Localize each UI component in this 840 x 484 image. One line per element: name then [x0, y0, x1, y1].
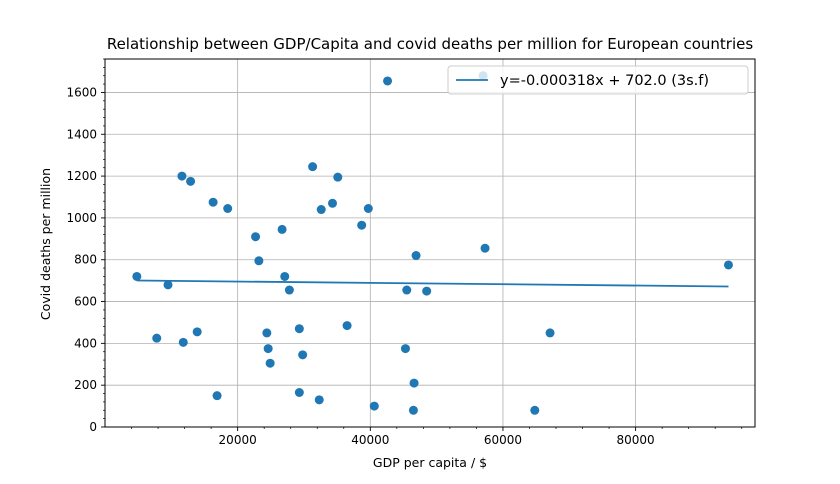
data-point	[254, 256, 264, 266]
chart-title: Relationship between GDP/Capita and covi…	[107, 35, 754, 53]
axes: 20000 40000 60000 80000 0 200 400 600 800 1000 120…	[66, 58, 756, 447]
y-tick-label: 1200	[66, 169, 97, 183]
data-point	[192, 327, 202, 337]
data-point	[411, 251, 421, 261]
data-point	[251, 232, 261, 242]
data-point	[357, 220, 367, 230]
data-point	[163, 280, 173, 290]
data-point	[284, 285, 294, 295]
y-tick-label: 200	[74, 378, 97, 392]
data-point	[314, 395, 324, 405]
data-point	[308, 162, 318, 172]
data-point	[316, 205, 326, 215]
data-point	[152, 333, 162, 343]
data-point	[294, 388, 304, 397]
y-tick-label: 400	[74, 336, 97, 350]
x-tick-label: 20000	[219, 433, 257, 447]
data-point	[422, 286, 432, 296]
y-tick-label: 600	[74, 295, 97, 309]
data-point	[402, 285, 412, 295]
data-point	[480, 243, 490, 253]
y-tick-label: 1000	[66, 211, 97, 225]
data-point	[409, 378, 419, 388]
x-tick-label: 60000	[484, 433, 522, 447]
data-point	[208, 197, 218, 207]
data-point	[265, 358, 275, 368]
x-axis-label: GDP per capita / $	[373, 455, 487, 470]
data-point	[280, 271, 290, 281]
legend-box	[447, 65, 749, 95]
legend-label: y=-0.000318x + 702.0 (3s.f)	[500, 73, 709, 89]
grid	[105, 59, 755, 428]
x-tick-label: 80000	[617, 433, 655, 447]
data-point	[369, 401, 379, 411]
y-tick-label: 1400	[66, 127, 97, 141]
y-tick-label: 0	[89, 420, 97, 434]
data-point	[342, 321, 352, 331]
data-point	[328, 198, 337, 208]
data-point	[530, 405, 540, 415]
data-point	[400, 344, 410, 354]
data-point	[177, 171, 187, 181]
scatter-points	[132, 71, 733, 415]
data-point	[223, 204, 233, 213]
trend-line-layer	[136, 279, 729, 288]
data-point	[186, 176, 196, 186]
data-point	[263, 344, 273, 354]
data-point	[298, 350, 308, 360]
data-point	[178, 337, 188, 347]
y-tick-label: 800	[74, 253, 97, 267]
data-point	[383, 76, 393, 86]
data-point	[545, 328, 555, 338]
data-point	[262, 328, 272, 338]
data-point	[408, 405, 418, 415]
y-tick-label: 1600	[66, 85, 97, 99]
data-point	[212, 391, 222, 401]
data-point	[277, 224, 287, 234]
legend: y=-0.000318x + 702.0 (3s.f)	[447, 65, 749, 95]
y-axis-label: Covid deaths per million	[38, 168, 53, 320]
plot-frame	[104, 58, 756, 428]
data-point	[363, 204, 373, 213]
data-point	[333, 172, 343, 182]
trend-line	[136, 279, 729, 288]
data-point	[294, 324, 304, 334]
data-point	[723, 260, 733, 270]
data-point	[132, 271, 142, 281]
x-tick-label: 40000	[351, 433, 389, 447]
